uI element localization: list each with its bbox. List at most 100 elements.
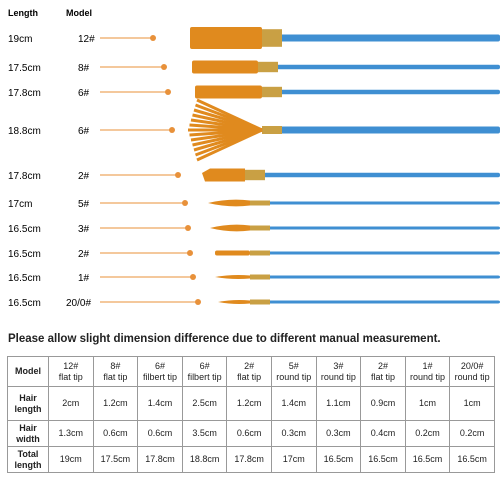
value-cell: 2cm <box>48 386 94 421</box>
brush-head <box>215 275 250 279</box>
header-model: Model <box>66 8 92 18</box>
brush-ferrule <box>258 61 278 73</box>
model-cell: 3# round tip <box>315 356 362 387</box>
value-cell: 0.3cm <box>315 420 362 447</box>
model-cell: 2# flat tip <box>226 356 272 387</box>
leader-dot <box>175 172 181 178</box>
value-cell: 1.4cm <box>137 386 183 421</box>
brush-head <box>215 250 250 256</box>
cell-text: 1.4cm <box>147 398 173 409</box>
cell-text: 6# <box>154 361 165 372</box>
model-cell: 1# round tip <box>404 356 451 387</box>
cell-text: 16.5cm <box>323 454 354 465</box>
brush-head <box>202 168 245 182</box>
brush-head <box>218 300 250 304</box>
cell-text: 12# <box>63 361 79 372</box>
cell-text: 1cm <box>463 398 481 409</box>
brush-length: 17cm <box>8 199 32 210</box>
brush-handle <box>263 172 500 178</box>
brush-length: 16.5cm <box>8 298 41 309</box>
brush-model: 1# <box>78 273 90 284</box>
cell-text: 2cm <box>62 398 80 409</box>
row-label: Hair width <box>7 420 49 447</box>
cell-text: 18.8cm <box>189 454 220 465</box>
brush-head <box>190 27 262 49</box>
value-cell: 0.6cm <box>137 420 183 447</box>
cell-text: 1.1cm <box>326 398 351 409</box>
value-cell: 0.9cm <box>360 386 406 421</box>
cell-text: 3.5cm <box>192 428 217 439</box>
cell-text: 1.3cm <box>58 428 84 439</box>
brush-model: 12# <box>78 34 95 45</box>
brush-handle <box>268 300 500 304</box>
brush-model: 20/0# <box>66 298 91 309</box>
model-cell: 6# filbert tip <box>137 356 183 387</box>
cell-text: 3# <box>333 361 344 372</box>
value-cell: 1.2cm <box>92 386 139 421</box>
value-cell: 0.2cm <box>404 420 451 447</box>
cell-text: filbert tip <box>187 371 222 382</box>
value-cell: 1.4cm <box>270 386 317 421</box>
brush-head <box>195 85 262 99</box>
model-cell: 5# round tip <box>270 356 317 387</box>
cell-text: 0.6cm <box>103 428 128 439</box>
cell-text: filbert tip <box>142 371 177 382</box>
brush-ferrule <box>262 86 282 98</box>
value-cell: 0.4cm <box>360 420 406 447</box>
leader-dot <box>190 274 196 280</box>
brush-model: 5# <box>78 199 90 210</box>
brush-handle <box>280 89 500 95</box>
cell-text: 0.6cm <box>147 428 173 439</box>
brush-handle <box>268 251 500 255</box>
cell-text: round tip <box>410 371 446 382</box>
value-cell: 1cm <box>404 386 451 421</box>
value-cell: 1.2cm <box>226 386 272 421</box>
value-cell: 0.2cm <box>449 420 495 447</box>
cell-text: 16.5cm <box>457 454 487 465</box>
value-cell: 16.5cm <box>315 446 362 473</box>
leader-dot <box>150 35 156 41</box>
cell-text: 0.3cm <box>281 428 307 439</box>
leader-dot <box>185 225 191 231</box>
brush-length: 16.5cm <box>8 224 41 235</box>
cell-text: Hair width <box>16 423 40 444</box>
cell-text: 2# <box>377 361 388 372</box>
value-cell: 18.8cm <box>181 446 228 473</box>
brush-ferrule <box>245 169 265 181</box>
leader-dot <box>182 200 188 206</box>
brush-ferrule <box>262 126 282 134</box>
cell-text: 16.5cm <box>412 454 443 465</box>
cell-text: 17.8cm <box>234 454 264 465</box>
cell-text: 17.5cm <box>100 454 131 465</box>
cell-text: 5# <box>288 361 299 372</box>
brush-model: 6# <box>78 126 90 137</box>
leader-dot <box>169 127 175 133</box>
cell-text: round tip <box>276 371 312 382</box>
cell-text: 1# <box>422 361 433 372</box>
cell-text: 17cm <box>282 454 305 465</box>
brush-head <box>210 224 250 232</box>
brush-ferrule <box>262 29 282 47</box>
cell-text: flat tip <box>370 371 395 382</box>
cell-text: 2.5cm <box>192 398 217 409</box>
leader-dot <box>161 64 167 70</box>
cell-text: flat tip <box>237 371 262 382</box>
value-cell: 3.5cm <box>181 420 228 447</box>
brush-handle <box>276 64 500 70</box>
cell-text: 1.2cm <box>103 398 128 409</box>
fan-bristle <box>196 128 263 162</box>
cell-text: 8# <box>110 361 121 372</box>
value-cell: 1cm <box>449 386 495 421</box>
value-cell: 17.5cm <box>92 446 139 473</box>
value-cell: 0.6cm <box>226 420 272 447</box>
leader-dot <box>187 250 193 256</box>
brush-handle <box>280 34 500 42</box>
brush-ferrule <box>250 299 270 305</box>
cell-text: Model <box>15 366 41 377</box>
cell-text: Total length <box>14 449 42 470</box>
brush-model: 2# <box>78 171 90 182</box>
value-cell: 16.5cm <box>404 446 451 473</box>
brush-illustration: Length Model 19cm 12# 17.5cm 8# 17.8cm 6# 18.8cm… <box>8 8 500 309</box>
brush-length: 18.8cm <box>8 126 41 137</box>
